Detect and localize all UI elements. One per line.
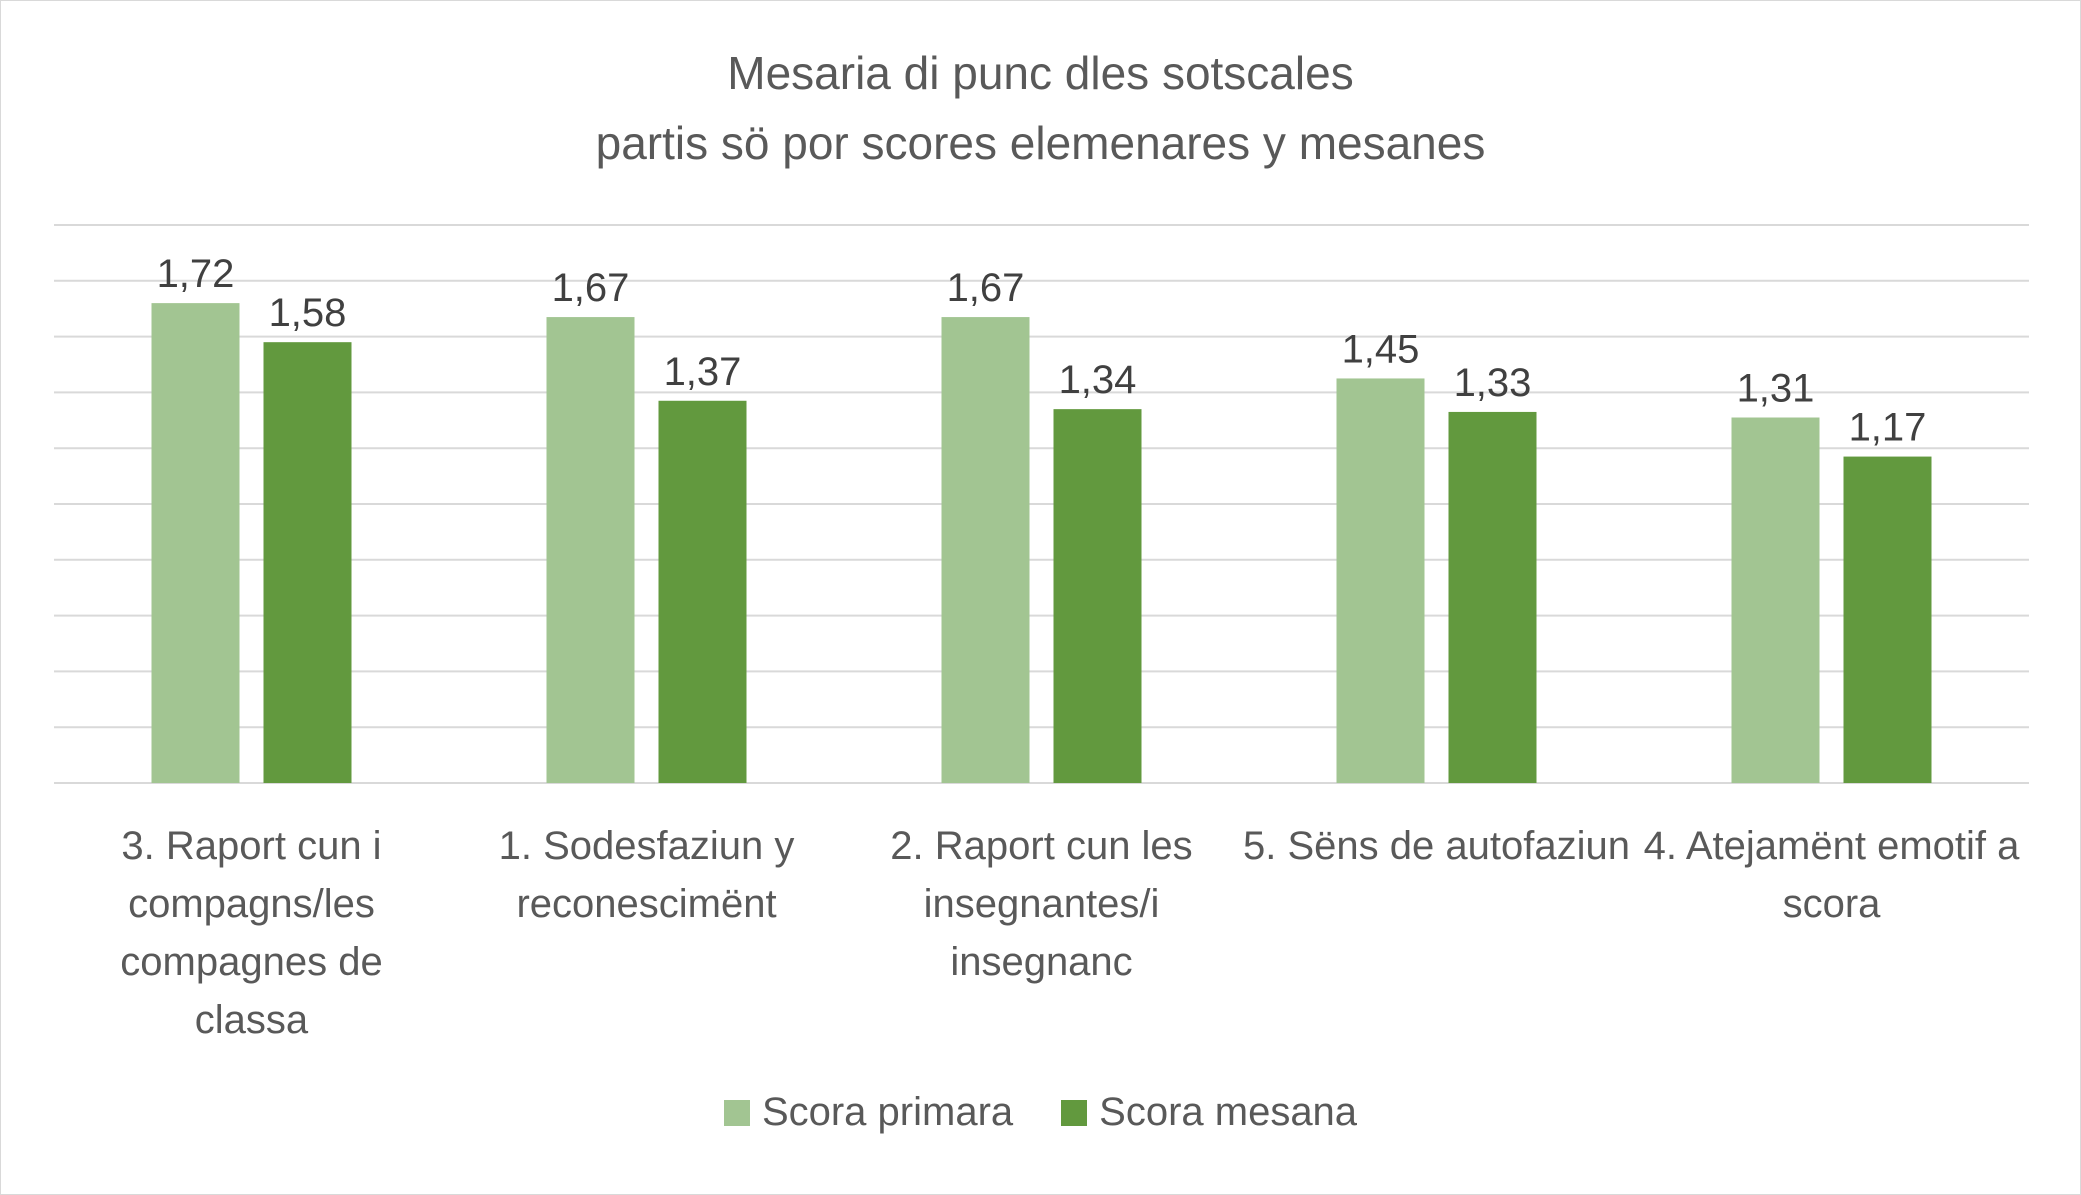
category-label-3: 2. Raport cun les insegnantes/i insegnan… <box>890 824 1193 984</box>
legend-swatch-scora-mesana <box>1061 1099 1088 1126</box>
data-label-series-1-cat-1: 1,72 <box>157 252 235 296</box>
category-label-4: 5. Sëns de autofaziun <box>1243 824 1630 868</box>
data-label-series-2-cat-3: 1,34 <box>1059 358 1137 402</box>
chart-title-line-1: Mesaria di punc dles sotscales <box>727 47 1354 99</box>
chart-title-line-2: partis sö por scores elemenares y mesane… <box>595 117 1486 169</box>
bar-series-1-cat-4 <box>1336 378 1425 783</box>
legend-item-scora-primara: Scora primara <box>723 1090 1014 1135</box>
category-label-1: 3. Raport cun i compagns/les compagnes d… <box>120 824 383 1042</box>
bar-series-1-cat-2 <box>546 317 635 783</box>
data-label-series-1-cat-5: 1,31 <box>1737 367 1815 411</box>
legend-label-scora-primara: Scora primara <box>761 1090 1014 1134</box>
legend: Scora primara Scora mesana <box>0 1090 2081 1135</box>
legend-item-scora-mesana: Scora mesana <box>1061 1090 1357 1135</box>
legend-swatch-scora-primara <box>723 1099 750 1126</box>
category-label-5: 4. Atejamënt emotif a scora <box>1643 824 2020 926</box>
bar-series-2-cat-2 <box>658 400 747 783</box>
bar-series-1-cat-1 <box>151 303 240 783</box>
data-label-series-2-cat-5: 1,17 <box>1849 406 1927 450</box>
chart-title: Mesaria di punc dles sotscales partis sö… <box>0 38 2081 178</box>
data-label-series-1-cat-4: 1,45 <box>1342 327 1420 371</box>
data-label-series-1-cat-3: 1,67 <box>947 266 1025 310</box>
data-label-series-1-cat-2: 1,67 <box>552 266 630 310</box>
bar-series-2-cat-5 <box>1843 456 1932 783</box>
bar-series-1-cat-3 <box>941 317 1030 783</box>
legend-label-scora-mesana: Scora mesana <box>1099 1090 1358 1134</box>
bar-series-2-cat-4 <box>1448 411 1537 783</box>
data-label-series-2-cat-1: 1,58 <box>269 291 347 335</box>
bar-series-2-cat-3 <box>1053 409 1142 783</box>
category-label-2: 1. Sodesfaziun y reconescimënt <box>498 824 795 926</box>
data-label-series-2-cat-2: 1,37 <box>664 350 742 394</box>
bar-series-1-cat-5 <box>1731 417 1820 783</box>
data-label-series-2-cat-4: 1,33 <box>1454 361 1532 405</box>
bar-series-2-cat-1 <box>263 342 352 783</box>
